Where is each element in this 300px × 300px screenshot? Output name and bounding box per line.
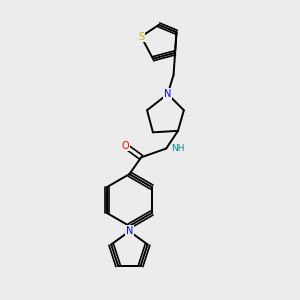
Text: S: S	[138, 32, 144, 42]
Text: NH: NH	[172, 144, 185, 153]
Text: N: N	[126, 226, 133, 236]
Text: N: N	[164, 89, 171, 99]
Text: O: O	[121, 141, 129, 151]
